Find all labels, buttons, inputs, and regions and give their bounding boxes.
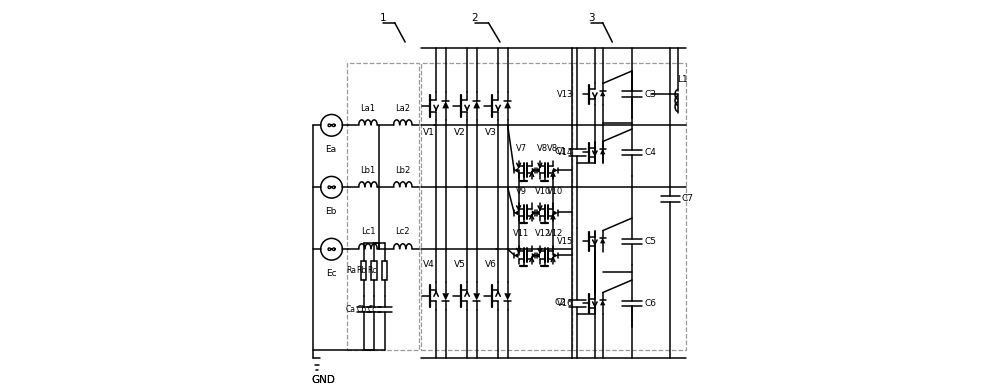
Text: C7: C7 <box>682 194 694 203</box>
Text: V12: V12 <box>534 229 551 238</box>
Bar <box>421 63 572 350</box>
Text: Lb1: Lb1 <box>360 165 376 175</box>
Text: Ra: Ra <box>346 266 356 275</box>
Polygon shape <box>514 168 519 173</box>
Text: 2: 2 <box>472 12 478 23</box>
Polygon shape <box>600 90 605 96</box>
Text: GND: GND <box>311 375 335 385</box>
Text: V8: V8 <box>547 144 558 153</box>
Text: V9: V9 <box>516 187 527 196</box>
Polygon shape <box>532 253 537 258</box>
Text: L1: L1 <box>677 75 688 84</box>
Text: V12: V12 <box>547 229 563 238</box>
Polygon shape <box>553 168 558 173</box>
Text: Ea: Ea <box>326 145 337 154</box>
Polygon shape <box>473 293 480 301</box>
Polygon shape <box>514 253 519 258</box>
Text: C2: C2 <box>555 298 567 307</box>
Bar <box>371 261 377 280</box>
Polygon shape <box>504 101 511 108</box>
Polygon shape <box>600 238 605 243</box>
Text: 1: 1 <box>380 12 386 23</box>
Text: Lb2: Lb2 <box>395 165 410 175</box>
Text: V10: V10 <box>547 187 563 196</box>
Text: V8: V8 <box>537 144 548 153</box>
Text: 3: 3 <box>588 12 594 23</box>
Text: Eb: Eb <box>325 207 337 216</box>
Text: V15: V15 <box>557 237 574 246</box>
Text: GND: GND <box>311 375 335 385</box>
Bar <box>347 63 419 350</box>
Polygon shape <box>504 293 511 301</box>
Bar <box>382 261 387 280</box>
Text: La2: La2 <box>395 104 410 113</box>
Polygon shape <box>600 149 605 154</box>
Text: Lc1: Lc1 <box>361 227 375 236</box>
Text: C6: C6 <box>644 299 656 308</box>
Text: V5: V5 <box>454 260 466 269</box>
Text: C1: C1 <box>555 147 567 156</box>
Text: Lc2: Lc2 <box>396 227 410 236</box>
Text: Cc: Cc <box>367 305 377 314</box>
Text: V13: V13 <box>557 90 574 99</box>
Text: Rc: Rc <box>367 266 377 275</box>
Text: C4: C4 <box>644 148 656 157</box>
Text: V3: V3 <box>485 128 497 137</box>
Polygon shape <box>535 253 540 258</box>
Text: V11: V11 <box>513 229 529 238</box>
Text: V14: V14 <box>557 148 574 157</box>
Text: V7: V7 <box>516 144 527 153</box>
Text: V2: V2 <box>454 128 466 137</box>
Text: Ca: Ca <box>346 305 356 314</box>
Polygon shape <box>532 168 537 173</box>
Polygon shape <box>600 300 605 305</box>
Text: V1: V1 <box>423 128 435 137</box>
Text: V4: V4 <box>423 260 435 269</box>
Text: V6: V6 <box>485 260 497 269</box>
Text: C3: C3 <box>644 90 656 99</box>
Text: V10: V10 <box>534 187 551 196</box>
Polygon shape <box>514 210 519 216</box>
Bar <box>361 261 366 280</box>
Polygon shape <box>535 210 540 216</box>
Bar <box>572 63 686 350</box>
Text: Rb: Rb <box>356 266 366 275</box>
Polygon shape <box>532 210 537 216</box>
Polygon shape <box>553 210 558 216</box>
Polygon shape <box>442 293 449 301</box>
Text: Ec: Ec <box>326 269 336 278</box>
Text: Cb: Cb <box>356 305 366 314</box>
Polygon shape <box>473 101 480 108</box>
Text: C5: C5 <box>644 237 656 246</box>
Text: V16: V16 <box>557 299 574 308</box>
Text: La1: La1 <box>360 104 375 113</box>
Polygon shape <box>535 168 540 173</box>
Polygon shape <box>442 101 449 108</box>
Polygon shape <box>553 253 558 258</box>
